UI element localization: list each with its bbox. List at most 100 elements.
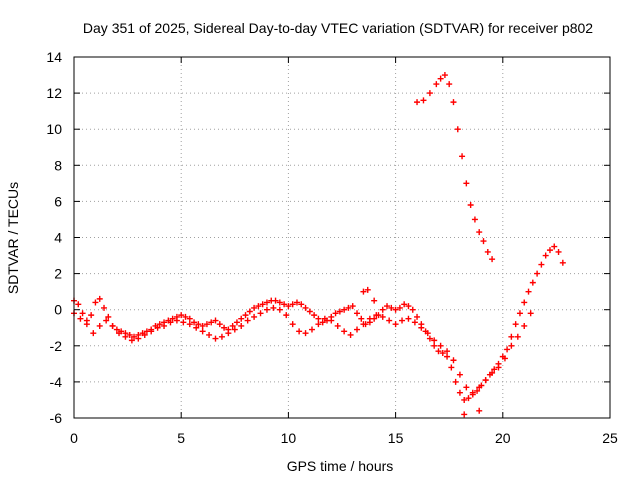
data-point xyxy=(379,313,386,320)
data-point xyxy=(332,310,339,317)
data-point xyxy=(251,304,258,311)
data-point xyxy=(101,304,108,311)
data-point xyxy=(242,312,249,319)
x-tick-label: 5 xyxy=(177,430,185,446)
data-point xyxy=(405,315,412,322)
data-point xyxy=(122,333,129,340)
data-point xyxy=(542,252,549,259)
data-point xyxy=(281,301,288,308)
data-point xyxy=(424,330,431,337)
data-point xyxy=(405,303,412,310)
data-point xyxy=(173,317,180,324)
data-point xyxy=(476,229,483,236)
data-point xyxy=(534,270,541,277)
data-point xyxy=(512,321,519,328)
data-point xyxy=(456,389,463,396)
data-point xyxy=(345,304,352,311)
data-point xyxy=(371,297,378,304)
data-point xyxy=(463,180,470,187)
data-point xyxy=(270,304,277,311)
data-point xyxy=(484,248,491,255)
data-point xyxy=(246,308,253,315)
series-upper-branch xyxy=(414,72,496,263)
data-point xyxy=(315,315,322,322)
data-point xyxy=(289,321,296,328)
data-point xyxy=(401,301,408,308)
data-point xyxy=(555,248,562,255)
data-point xyxy=(334,322,341,329)
data-point xyxy=(195,321,202,328)
data-point xyxy=(257,310,264,317)
series-main-band xyxy=(71,243,566,403)
data-point xyxy=(454,126,461,133)
data-point xyxy=(358,315,365,322)
y-tick-label: 2 xyxy=(54,266,62,282)
data-point xyxy=(315,321,322,328)
data-point xyxy=(495,364,502,371)
data-points xyxy=(71,72,566,418)
data-point xyxy=(272,297,279,304)
data-point xyxy=(452,378,459,385)
data-point xyxy=(433,81,440,88)
data-point xyxy=(244,317,251,324)
axis-ticks xyxy=(73,56,611,419)
x-tick-label: 10 xyxy=(281,430,297,446)
data-point xyxy=(229,322,236,329)
data-point xyxy=(103,317,110,324)
data-point xyxy=(255,303,262,310)
data-point xyxy=(347,331,354,338)
y-tick-label: 0 xyxy=(54,302,62,318)
data-point xyxy=(538,261,545,268)
data-point xyxy=(476,407,483,414)
data-point xyxy=(276,299,283,306)
data-point xyxy=(461,411,468,418)
data-point xyxy=(420,97,427,104)
x-tick-label: 0 xyxy=(70,430,78,446)
data-point xyxy=(113,326,120,333)
x-axis-label: GPS time / hours xyxy=(287,458,394,474)
y-tick-label: 8 xyxy=(54,157,62,173)
data-point xyxy=(364,286,371,293)
data-point xyxy=(431,342,438,349)
y-tick-label: 14 xyxy=(46,49,62,65)
data-point xyxy=(392,321,399,328)
data-point xyxy=(516,310,523,317)
data-point xyxy=(298,301,305,308)
data-point xyxy=(392,306,399,313)
data-point xyxy=(521,299,528,306)
data-point xyxy=(231,326,238,333)
data-point xyxy=(396,304,403,311)
y-tick-label: -2 xyxy=(50,338,63,354)
series-isolated-points xyxy=(360,286,483,418)
data-point xyxy=(444,348,451,355)
data-point xyxy=(399,317,406,324)
data-point xyxy=(441,72,448,79)
data-point xyxy=(321,315,328,322)
data-point xyxy=(193,324,200,331)
data-point xyxy=(414,99,421,106)
data-point xyxy=(459,153,466,160)
data-point xyxy=(559,259,566,266)
x-axis-tick-labels: 0 5 10 15 20 25 xyxy=(70,430,618,446)
y-tick-label: 12 xyxy=(46,85,62,101)
data-point xyxy=(504,346,511,353)
data-point xyxy=(463,384,470,391)
data-point xyxy=(251,313,258,320)
grid xyxy=(74,57,610,418)
data-point xyxy=(105,313,112,320)
data-point xyxy=(448,364,455,371)
data-point xyxy=(109,322,116,329)
data-point xyxy=(161,322,168,329)
data-point xyxy=(341,306,348,313)
data-point xyxy=(514,333,521,340)
data-point xyxy=(411,319,418,326)
data-point xyxy=(489,256,496,263)
data-point xyxy=(384,303,391,310)
data-point xyxy=(508,342,515,349)
data-point xyxy=(431,337,438,344)
data-point xyxy=(126,331,133,338)
y-tick-label: 4 xyxy=(54,230,62,246)
data-point xyxy=(467,202,474,209)
data-point xyxy=(77,315,84,322)
data-point xyxy=(476,384,483,391)
